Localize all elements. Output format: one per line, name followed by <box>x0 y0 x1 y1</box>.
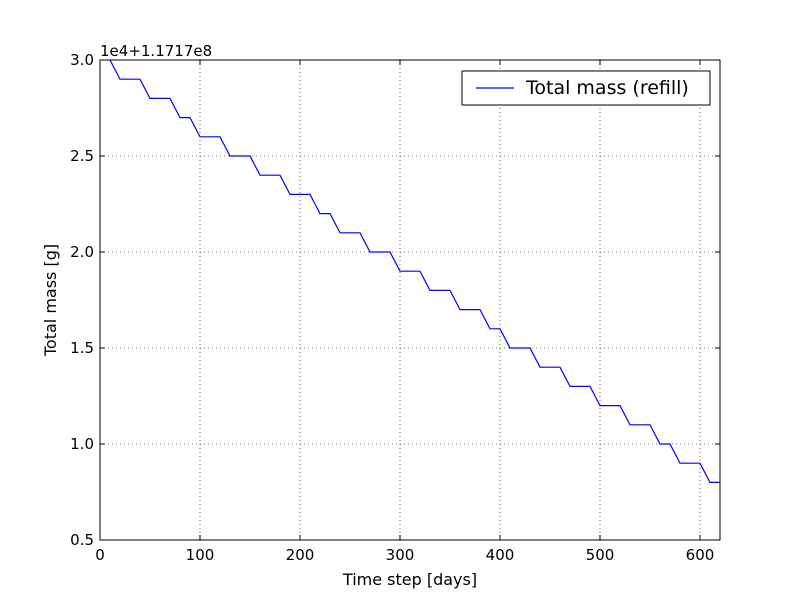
x-tick-label: 400 <box>486 546 515 564</box>
x-axis-label: Time step [days] <box>342 570 477 589</box>
plot-area <box>100 60 720 540</box>
legend: Total mass (refill) <box>461 70 711 106</box>
grid <box>100 60 720 540</box>
tick-labels: 0 100 200 300 400 500 600 0.5 1.0 1.5 2.0 2.5 3.0 <box>70 51 714 564</box>
y-tick-label: 1.5 <box>70 339 94 357</box>
x-tick-label: 0 <box>95 546 105 564</box>
x-tick-label: 600 <box>686 546 715 564</box>
series-line <box>109 59 720 483</box>
y-tick-label: 2.0 <box>70 243 94 261</box>
x-tick-label: 500 <box>586 546 615 564</box>
axes-frame <box>99 59 721 541</box>
x-tick-label: 200 <box>286 546 315 564</box>
y-tick-label: 3.0 <box>70 51 94 69</box>
legend-label: Total mass (refill) <box>525 77 689 99</box>
y-tick-label: 2.5 <box>70 147 94 165</box>
x-tick-label: 300 <box>386 546 415 564</box>
ticks <box>99 59 720 541</box>
y-offset-label: 1e4+1.1717e8 <box>100 42 212 60</box>
y-tick-label: 0.5 <box>70 531 94 549</box>
y-axis-label: Total mass [g] <box>41 244 60 357</box>
y-tick-label: 1.0 <box>70 435 94 453</box>
x-tick-label: 100 <box>186 546 215 564</box>
series-layer <box>109 59 720 483</box>
